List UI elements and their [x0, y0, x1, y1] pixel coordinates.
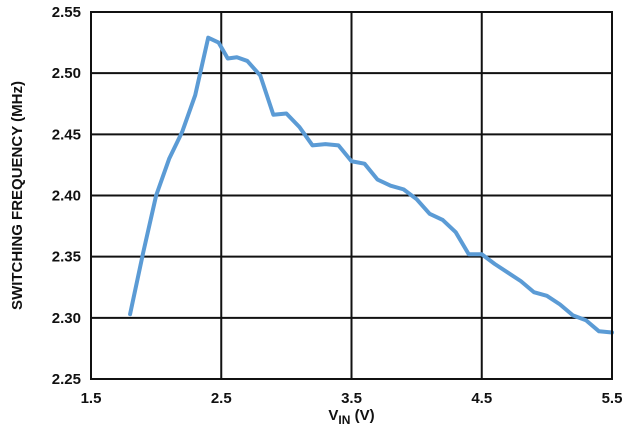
x-tick-label: 4.5	[471, 390, 492, 407]
plot-frame	[90, 11, 613, 380]
y-tick-label: 2.55	[52, 4, 81, 21]
y-tick-label: 2.30	[52, 310, 81, 327]
y-tick-label: 2.45	[52, 126, 81, 143]
x-axis-title: VIN (V)	[328, 407, 374, 427]
x-axis-title-main: V	[328, 407, 338, 424]
x-tick-label: 3.5	[341, 390, 362, 407]
x-tick-label: 2.5	[211, 390, 232, 407]
series-line	[128, 35, 614, 335]
y-tick-label: 2.50	[52, 65, 81, 82]
tick-labels-layer: 1.5 2.5 3.5 4.5 5.5 2.25 2.30 2.35 2.40 2.45 2.50 2…	[52, 4, 623, 407]
x-tick-label: 1.5	[81, 390, 102, 407]
series-layer	[128, 35, 614, 335]
x-tick-label: 5.5	[602, 390, 623, 407]
y-tick-label: 2.40	[52, 188, 81, 205]
y-axis-title: SWITCHING FREQUENCY (MHz)	[9, 81, 26, 310]
y-tick-label: 2.35	[52, 249, 81, 266]
grid-layer	[90, 11, 613, 380]
x-axis-title-suffix: (V)	[350, 407, 374, 424]
y-tick-label: 2.25	[52, 371, 81, 388]
x-axis-title-subscript: IN	[338, 413, 350, 427]
